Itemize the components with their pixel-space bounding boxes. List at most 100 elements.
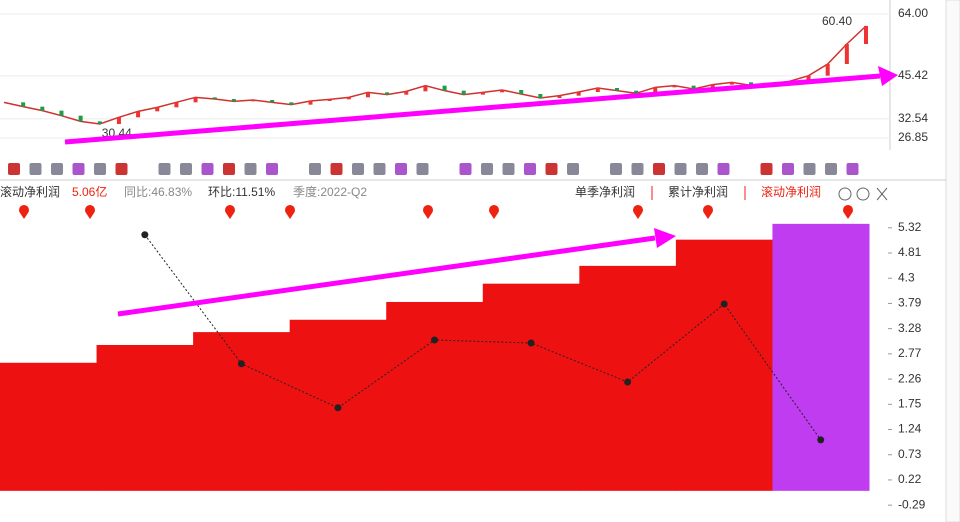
dotted-line [144, 234, 822, 441]
candle [251, 100, 256, 102]
candle [595, 88, 600, 92]
tab[interactable]: 单季净利润 [575, 185, 635, 199]
line-point [817, 436, 825, 444]
y-tick-label: 64.00 [898, 6, 928, 20]
line-point [141, 231, 149, 239]
candle [825, 64, 830, 76]
event-icon [481, 163, 493, 175]
candle [155, 107, 160, 112]
event-icon [696, 163, 708, 175]
max-annotation: 60.40 [822, 14, 852, 28]
line-point [624, 378, 632, 386]
candle [461, 90, 466, 95]
event-icon [180, 163, 192, 175]
trend-arrow [64, 73, 881, 145]
y-tick-label: 0.22 [898, 472, 922, 486]
help-icon[interactable] [856, 187, 870, 201]
candle [653, 87, 658, 94]
settings-icon[interactable] [838, 187, 852, 201]
candle [749, 82, 754, 86]
candle [634, 90, 639, 94]
event-pin [85, 205, 95, 219]
event-icon [244, 163, 257, 175]
event-icon [94, 163, 106, 175]
y-tick-label: 45.42 [898, 68, 928, 82]
y-tick-label: -0.29 [898, 497, 926, 511]
candle [404, 91, 409, 95]
candle [231, 99, 236, 102]
candle [672, 85, 677, 88]
close-icon[interactable] [876, 187, 888, 201]
event-icon [653, 163, 665, 175]
line-point [720, 300, 728, 308]
event-icon [266, 163, 278, 175]
candle [346, 97, 351, 100]
candle [289, 102, 294, 105]
bar [772, 223, 870, 491]
y-tick-label: 1.24 [898, 422, 922, 436]
sidebar [945, 0, 960, 522]
candle [365, 92, 370, 98]
y-tick-label: 0.73 [898, 447, 922, 461]
candle [806, 75, 811, 82]
tab[interactable]: 累计净利润 [668, 185, 728, 199]
candle [557, 95, 562, 98]
event-icon [309, 163, 321, 175]
tab[interactable]: 滚动净利润 [761, 184, 821, 199]
headline-value: 5.06亿 [72, 184, 107, 199]
event-icon [825, 163, 837, 175]
event-icon [51, 163, 63, 175]
candle [864, 26, 868, 44]
candle [136, 111, 141, 118]
event-icon [115, 163, 128, 175]
event-pin [633, 205, 643, 219]
event-icon [524, 163, 536, 175]
pane-title: 滚动净利润 [0, 184, 60, 199]
event-pin [423, 205, 433, 219]
candle [97, 121, 102, 124]
candle [710, 84, 715, 89]
line-point [237, 360, 245, 368]
yoy: 同比:46.83% [124, 185, 192, 199]
trend-arrowhead [878, 66, 898, 86]
event-icon [846, 163, 859, 175]
candle [500, 90, 505, 93]
event-icon [201, 163, 214, 175]
event-pin [19, 205, 29, 219]
y-tick-label: 3.79 [898, 296, 922, 310]
y-tick-label: 1.75 [898, 396, 922, 410]
bar [579, 265, 677, 491]
candle [193, 97, 198, 103]
candle [480, 92, 485, 95]
candle [78, 115, 83, 122]
candle [423, 85, 428, 92]
trend-arrow [117, 235, 656, 317]
y-tick-label: 5.32 [898, 220, 922, 234]
event-icon [352, 163, 364, 175]
bar [193, 332, 291, 491]
period: 季度:2022-Q2 [293, 184, 367, 199]
event-icon [545, 163, 558, 175]
event-icons [8, 163, 859, 175]
event-pin [489, 205, 500, 219]
candle [576, 92, 581, 96]
candle [327, 99, 332, 101]
y-tick-label: 2.26 [898, 371, 922, 385]
event-icon [223, 163, 235, 175]
y-tick-label: 4.3 [898, 270, 915, 284]
y-tick-label: 2.77 [898, 346, 922, 360]
event-icon [459, 163, 472, 175]
event-pin [225, 205, 235, 219]
candle [538, 94, 543, 98]
y-tick-label: 3.28 [898, 321, 922, 335]
line-point [527, 339, 535, 347]
line-point [431, 336, 438, 344]
event-icon [782, 163, 794, 175]
event-icon [631, 163, 644, 175]
candle [59, 110, 64, 116]
candle [385, 92, 390, 95]
event-icon [29, 163, 42, 175]
event-icon [158, 163, 171, 175]
event-icon [717, 163, 730, 175]
y-tick-label: 4.81 [898, 245, 922, 259]
